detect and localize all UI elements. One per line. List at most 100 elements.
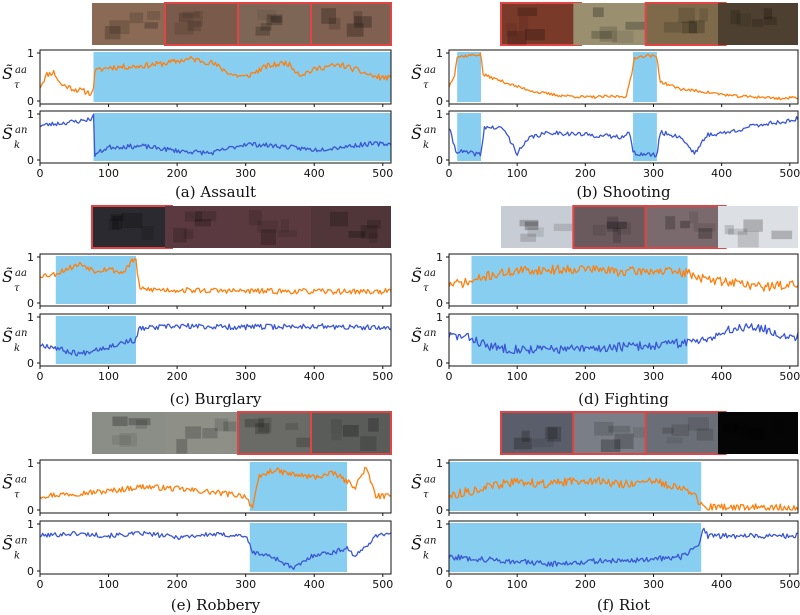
y-tick-label: 0 <box>436 565 443 578</box>
thumbnail-texture <box>680 220 690 229</box>
y-axis-label-subscript: τ <box>14 490 20 501</box>
x-tick-label: 0 <box>37 370 44 383</box>
y-axis-label-superscript: aa <box>424 475 436 486</box>
thumbnail-texture <box>112 216 122 230</box>
y-axis-label-superscript: aa <box>424 268 436 279</box>
thumbnail-texture <box>662 427 674 434</box>
y-axis-label-subscript: k <box>14 551 20 562</box>
y-axis-label-subscript: k <box>423 551 429 562</box>
thumbnail-texture <box>687 417 709 431</box>
thumbnail-texture <box>547 426 562 442</box>
anomaly-highlight-band <box>633 113 657 161</box>
thumbnail-texture <box>506 23 517 37</box>
axes-frame <box>39 253 392 307</box>
thumbnail-texture <box>666 437 683 444</box>
axes-frame <box>448 49 799 105</box>
thumbnail-texture <box>727 228 748 235</box>
x-tick-label: 100 <box>507 578 528 591</box>
axes-frame <box>448 110 799 164</box>
axes-frame <box>39 49 392 105</box>
thumbnail-texture <box>348 231 366 238</box>
thumbnail-texture <box>328 17 341 30</box>
y-tick-label: 1 <box>27 518 34 531</box>
thumbnail-texture <box>751 18 764 27</box>
thumbnail-texture <box>607 216 619 232</box>
video-frame-thumbnail <box>237 411 319 455</box>
video-frame-thumbnail <box>644 2 727 46</box>
thumbnail-texture <box>260 23 272 31</box>
y-tick-label: 0 <box>27 154 34 167</box>
thumbnail-texture <box>693 223 716 232</box>
video-frame-thumbnail <box>501 206 581 248</box>
y-axis-label-subscript: τ <box>423 80 429 91</box>
thumbnail-texture <box>663 22 682 33</box>
anomaly-highlight-band <box>449 523 702 572</box>
thumbnail-texture <box>108 218 120 231</box>
thumbnail-texture <box>285 423 299 431</box>
panel-caption: (d) Fighting <box>578 390 669 408</box>
y-tick-label: 1 <box>27 47 34 60</box>
y-axis-label: S̃ <box>2 327 13 346</box>
y-axis-label-superscript: aa <box>15 475 27 486</box>
thumbnail-texture <box>771 230 793 240</box>
x-tick-label: 300 <box>235 167 256 180</box>
y-tick-label: 1 <box>436 47 443 60</box>
x-tick-label: 500 <box>372 167 393 180</box>
series-line-aa <box>39 55 392 97</box>
thumbnail-texture <box>553 223 573 232</box>
x-tick-label: 500 <box>779 370 800 383</box>
thumbnail-texture <box>120 213 143 229</box>
anomaly-highlight-band <box>471 316 688 364</box>
thumbnail-texture <box>671 424 690 437</box>
video-frame-thumbnail <box>718 206 798 248</box>
x-tick-label: 0 <box>446 578 453 591</box>
video-frame-thumbnail <box>310 411 392 455</box>
thumbnail-texture <box>743 219 763 232</box>
y-tick-label: 0 <box>436 504 443 517</box>
y-axis-label: S̃ <box>411 535 422 554</box>
thumbnail-texture <box>214 418 229 432</box>
y-axis-label-superscript: an <box>15 328 27 339</box>
thumbnail-texture <box>330 419 343 434</box>
thumbnail-texture <box>612 227 622 243</box>
y-axis-label: S̃ <box>2 64 13 83</box>
thumbnail-texture <box>747 427 765 440</box>
series-line-an <box>448 323 799 355</box>
series-line-an <box>448 527 799 568</box>
series-line-an <box>39 113 392 158</box>
video-frame-thumbnail <box>310 2 392 46</box>
series-line-aa <box>39 258 392 295</box>
anomaly-highlight-band <box>93 113 391 161</box>
thumbnail-texture <box>606 221 627 229</box>
thumbnail-texture <box>532 438 554 448</box>
x-tick-label: 400 <box>711 578 732 591</box>
panel-caption: (e) Robbery <box>171 596 261 614</box>
thumbnail-texture <box>330 211 348 227</box>
x-tick-label: 200 <box>575 578 596 591</box>
anomaly-highlight-band <box>55 256 136 304</box>
x-tick-label: 200 <box>575 370 596 383</box>
thumbnail-texture <box>521 430 530 442</box>
thumbnail-texture <box>525 28 545 41</box>
y-tick-label: 1 <box>436 311 443 324</box>
y-tick-label: 0 <box>27 297 34 310</box>
y-tick-label: 1 <box>436 457 443 470</box>
thumbnail-texture <box>736 13 752 27</box>
y-axis-label: S̃ <box>2 124 13 143</box>
y-axis-label-subscript: k <box>423 343 429 354</box>
thumbnail-texture <box>128 418 151 426</box>
thumbnail-texture <box>193 11 203 27</box>
thumbnail-texture <box>734 422 749 430</box>
thumbnail-texture <box>688 20 705 34</box>
y-tick-label: 0 <box>27 504 34 517</box>
thumbnail-texture <box>296 437 317 448</box>
anomaly-highlight-band <box>249 462 348 511</box>
axes-frame <box>448 459 799 514</box>
x-tick-label: 200 <box>167 167 188 180</box>
x-tick-label: 100 <box>507 167 528 180</box>
series-line-an <box>448 116 799 158</box>
x-tick-label: 0 <box>446 370 453 383</box>
